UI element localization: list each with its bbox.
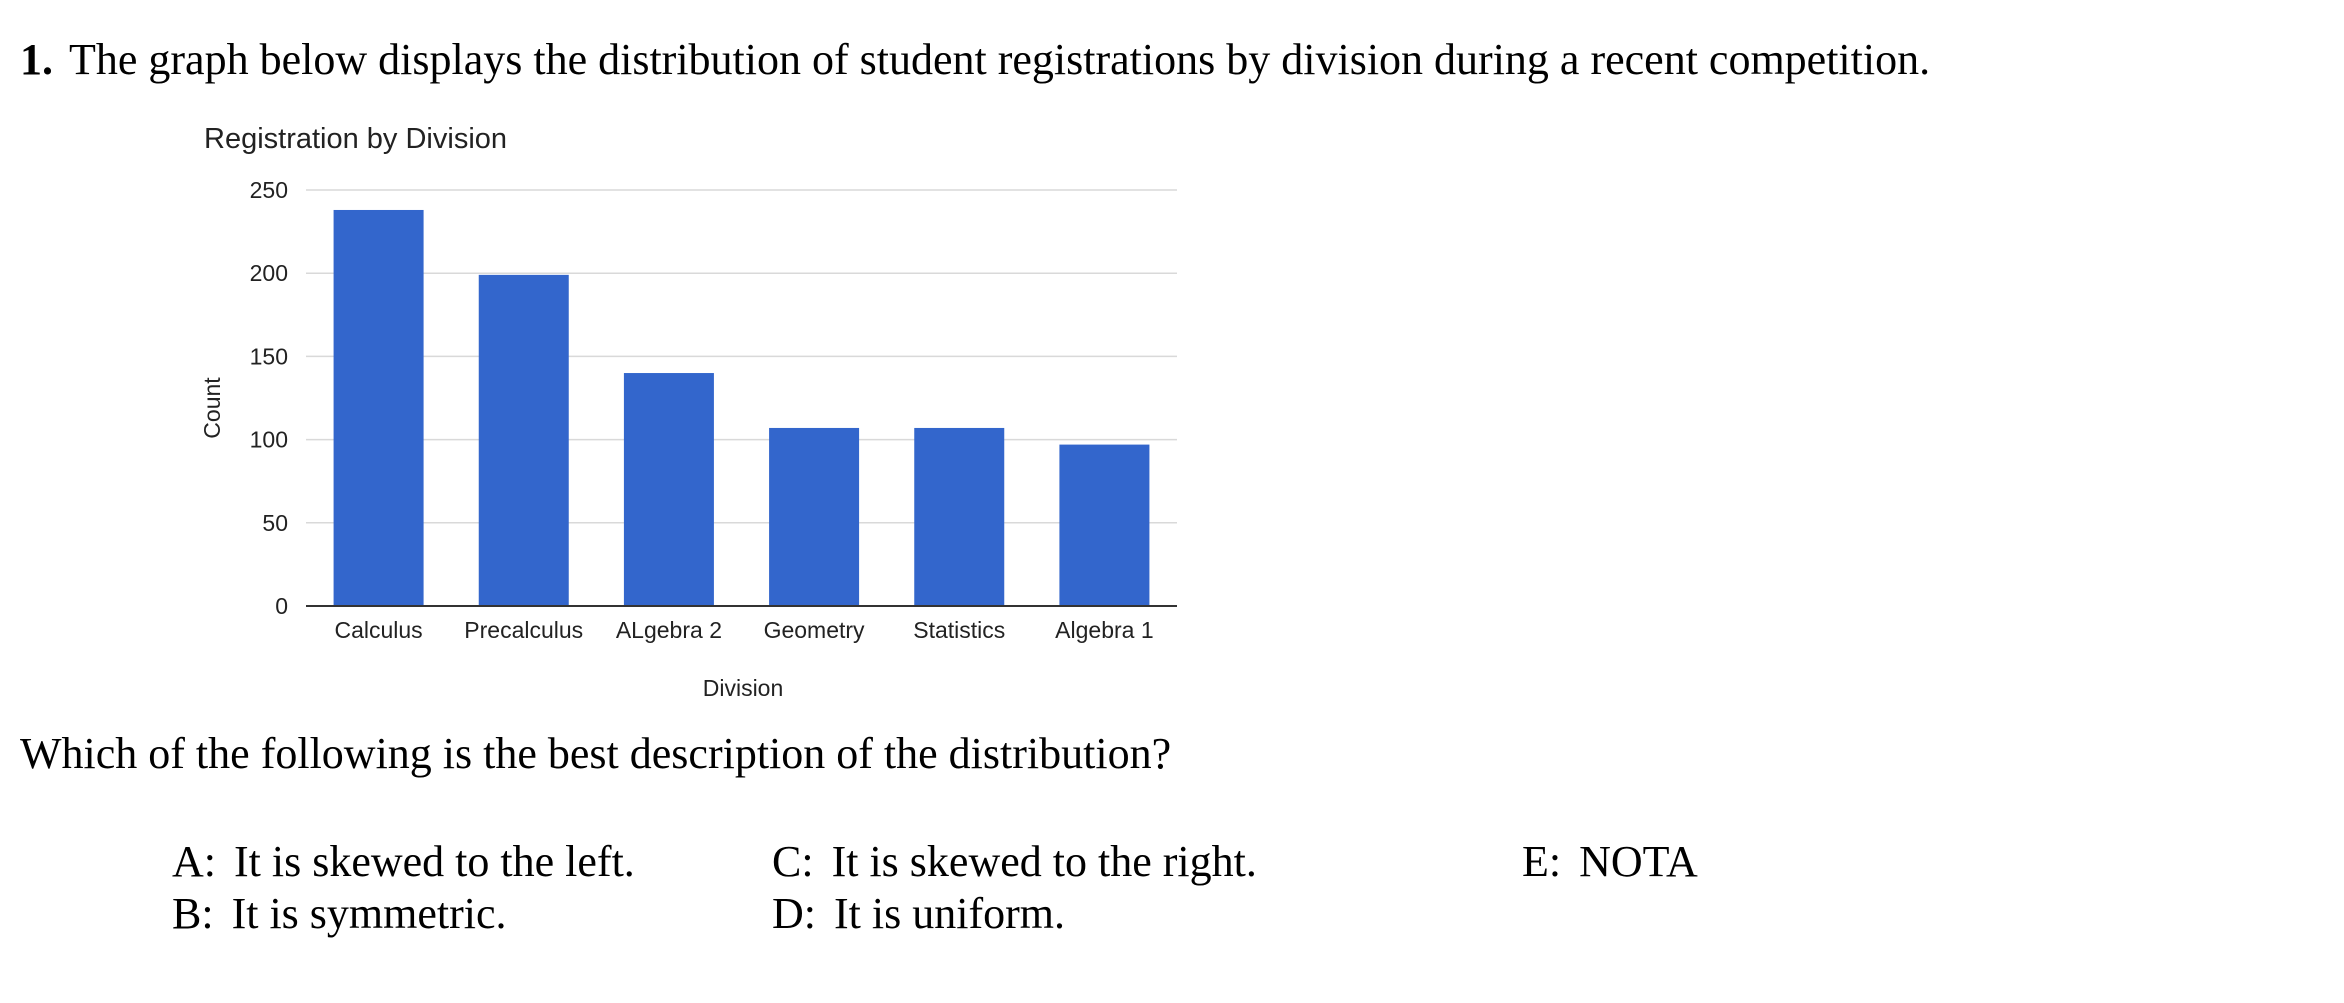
y-tick-label: 0 — [275, 593, 288, 619]
question-number: 1. — [20, 35, 53, 84]
choice-b[interactable]: B: It is symmetric. — [172, 888, 507, 939]
y-tick-label: 100 — [250, 427, 288, 453]
y-tick-label: 50 — [262, 510, 288, 536]
choice-d[interactable]: D: It is uniform. — [772, 888, 1065, 939]
bar-geometry — [769, 427, 860, 606]
bar-chart: Registration by Division Count Division … — [199, 123, 1177, 701]
choice-a-text: It is skewed to the left. — [234, 837, 635, 886]
x-tick-labels: Calculus Precalculus ALgebra 2 Geometry Stat… — [334, 617, 1153, 643]
bars — [333, 209, 1150, 606]
x-tick-label: Geometry — [764, 617, 865, 643]
choice-c[interactable]: C: It is skewed to the right. — [772, 836, 1257, 887]
y-tick-labels: 0 50 100 150 200 250 — [250, 177, 288, 619]
choice-c-text: It is skewed to the right. — [831, 837, 1257, 886]
bar-precalculus — [478, 274, 569, 606]
bar-algebra-1 — [1059, 444, 1150, 606]
bar-statistics — [914, 427, 1005, 606]
choice-c-letter: C: — [772, 837, 814, 886]
question-text: The graph below displays the distributio… — [69, 35, 1931, 84]
gridlines — [306, 189, 1177, 524]
bar-algebra-2 — [623, 373, 714, 606]
x-tick-label: Calculus — [334, 617, 422, 643]
choice-d-letter: D: — [772, 889, 816, 938]
question-stem: 1. The graph below displays the distribut… — [20, 34, 1930, 85]
y-tick-label: 200 — [250, 260, 288, 286]
bar-calculus — [333, 209, 424, 606]
x-axis-label: Division — [703, 675, 784, 701]
choice-e-text: NOTA — [1579, 837, 1698, 886]
choice-e[interactable]: E: NOTA — [1522, 836, 1698, 887]
choice-e-letter: E: — [1522, 837, 1562, 886]
y-tick-label: 150 — [250, 343, 288, 369]
y-axis-label: Count — [199, 377, 225, 439]
question-prompt: Which of the following is the best descr… — [20, 729, 1172, 778]
x-tick-label: Precalculus — [464, 617, 583, 643]
y-tick-label: 250 — [250, 177, 288, 203]
choice-a-letter: A: — [172, 837, 216, 886]
choice-b-letter: B: — [172, 889, 214, 938]
x-tick-label: Statistics — [913, 617, 1005, 643]
choice-b-text: It is symmetric. — [231, 889, 507, 938]
choice-a[interactable]: A: It is skewed to the left. — [172, 836, 635, 887]
choice-d-text: It is uniform. — [834, 889, 1065, 938]
x-tick-label: Algebra 1 — [1055, 617, 1153, 643]
x-tick-label: ALgebra 2 — [616, 617, 722, 643]
chart-title: Registration by Division — [204, 123, 507, 155]
